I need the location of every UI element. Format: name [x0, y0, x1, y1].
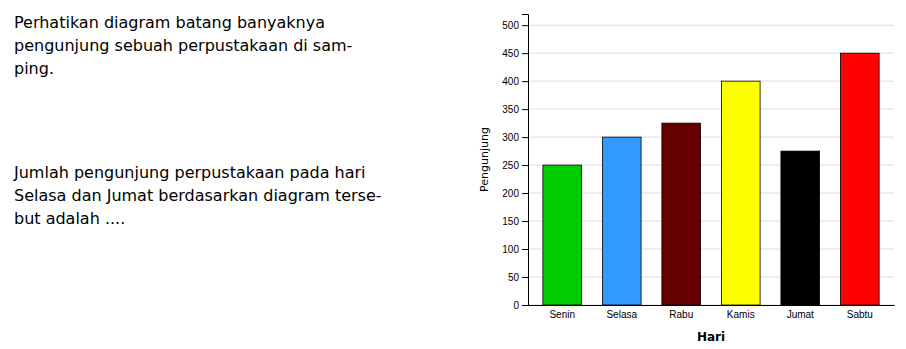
grid-line	[528, 109, 894, 110]
y-axis-line	[522, 15, 529, 306]
y-tick-label: 50	[508, 272, 520, 283]
bar	[840, 53, 879, 305]
grid-line	[528, 137, 894, 138]
annotation: Jumlah pengunjung perpustakaan pada hari…	[13, 163, 382, 228]
x-tick: Sabtu	[847, 305, 873, 320]
x-tick: Selasa	[606, 305, 637, 320]
bar	[781, 151, 820, 305]
x-tick: Jumat	[787, 305, 814, 320]
x-axis-line	[529, 305, 895, 306]
grid-line	[528, 249, 894, 250]
plot: 0 50 100 150 200 250 300 350 400 450 500 Senin Selas…	[502, 15, 894, 321]
grid-line	[528, 53, 894, 54]
y-tick-label: 450	[502, 48, 519, 59]
y-tick-mark	[522, 221, 528, 222]
y-tick-mark	[522, 165, 528, 166]
bar	[721, 81, 760, 305]
y-tick-label: 100	[502, 244, 519, 255]
y-tick-mark	[522, 25, 528, 26]
y-tick-label: 500	[502, 20, 519, 31]
y-tick-label: 0	[513, 300, 519, 311]
y-tick: 100	[502, 244, 528, 255]
y-tick-mark	[522, 277, 528, 278]
y-tick: 350	[502, 104, 528, 115]
x-tick-label: Sabtu	[847, 309, 873, 320]
x-tick-label: Kamis	[727, 309, 755, 320]
grid-line	[528, 305, 894, 306]
grid-line	[528, 81, 894, 82]
y-tick-mark	[522, 53, 528, 54]
x-tick-label: Selasa	[606, 309, 637, 320]
y-tick: 300	[502, 132, 528, 143]
bars	[543, 53, 879, 305]
x-tick: Rabu	[669, 305, 693, 320]
bar	[543, 165, 582, 305]
y-axis-title: Pengunjung	[478, 127, 491, 192]
x-axis-title: Hari	[697, 330, 725, 344]
grid-line	[528, 165, 894, 166]
grid-line	[528, 25, 894, 26]
x-tick: Senin	[549, 305, 575, 320]
bar	[602, 137, 641, 305]
grid-line	[528, 193, 894, 194]
grid	[528, 25, 894, 305]
y-tick-label: 400	[502, 76, 519, 87]
y-axis: 0 50 100 150 200 250 300 350 400 450 500	[502, 15, 528, 311]
y-tick: 450	[502, 48, 528, 59]
y-tick-mark	[522, 249, 528, 250]
y-tick-mark	[522, 305, 528, 306]
y-tick-mark	[522, 137, 528, 138]
y-tick: 150	[502, 216, 528, 227]
x-tick-label: Senin	[549, 309, 575, 320]
y-tick-mark	[522, 193, 528, 194]
y-tick-label: 200	[502, 188, 519, 199]
x-tick-label: Rabu	[669, 309, 693, 320]
x-tick-label: Jumat	[787, 309, 814, 320]
y-tick: 250	[502, 160, 528, 171]
y-tick: 0	[513, 300, 528, 311]
y-tick: 500	[502, 20, 528, 31]
y-tick-label: 300	[502, 132, 519, 143]
y-tick-label: 350	[502, 104, 519, 115]
y-tick: 200	[502, 188, 528, 199]
grid-line	[528, 277, 894, 278]
y-tick-label: 250	[502, 160, 519, 171]
y-tick-mark	[522, 81, 528, 82]
bar	[662, 123, 701, 305]
y-tick-label: 150	[502, 216, 519, 227]
y-tick-mark	[522, 109, 528, 110]
x-tick: Kamis	[727, 305, 755, 320]
x-axis: Senin Selasa Rabu Kamis Jumat Sabtu	[529, 305, 895, 320]
text-panel: Perhatikan diagram batang banyaknyapengu…	[13, 13, 382, 228]
y-tick: 50	[508, 272, 528, 283]
y-tick: 400	[502, 76, 528, 87]
chart-root: Perhatikan diagram batang banyaknyapengu…	[0, 0, 906, 349]
annotation: Perhatikan diagram batang banyaknyapengu…	[14, 13, 352, 78]
grid-line	[528, 221, 894, 222]
